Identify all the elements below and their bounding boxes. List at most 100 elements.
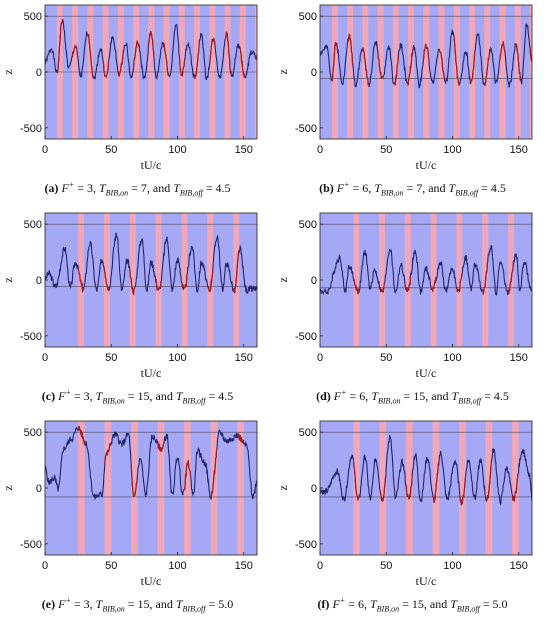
x-axis-label: tU/c <box>416 366 437 380</box>
caption-toff-value: = 4.5 <box>202 181 231 195</box>
actuation-segment <box>404 276 411 293</box>
y-tick-label: 500 <box>299 427 317 439</box>
actuation-segment <box>232 250 240 294</box>
x-tick-label: 150 <box>510 352 528 364</box>
bib-band <box>78 421 85 555</box>
caption-fplus-value: = 3, <box>70 389 96 403</box>
x-tick-label: 50 <box>105 560 117 572</box>
bib-band <box>353 213 360 347</box>
caption-ton-sub: BIB,on <box>102 604 125 614</box>
bib-band <box>392 5 399 139</box>
actuation-segment <box>362 47 369 86</box>
bib-band <box>430 213 437 347</box>
bib-band <box>131 421 138 555</box>
x-tick-label: 0 <box>42 352 48 364</box>
x-tick-label: 100 <box>168 560 186 572</box>
bib-band <box>499 5 506 139</box>
caption-ton-symbol: TBIB,on <box>95 389 125 406</box>
plot-background <box>320 421 532 555</box>
actuation-segment <box>178 54 186 78</box>
caption-toff-sub: BIB,off <box>456 604 480 614</box>
x-axis-label: tU/c <box>141 366 162 380</box>
bib-band <box>129 213 136 347</box>
caption-fplus-sup: + <box>65 388 71 397</box>
caption-fplus-sup: + <box>344 180 350 189</box>
caption-toff-sub: BIB,off <box>458 396 482 406</box>
caption-toff-symbol: TBIB,off <box>451 389 482 406</box>
actuation-segment <box>117 50 124 77</box>
y-tick-label: 0 <box>311 483 317 495</box>
panel-f: 0 50 100 150 -500 0 500 tU/c z (f) F+ = 6, TBIB,o… <box>275 416 550 624</box>
caption-ton-sub: BIB,on <box>376 604 400 614</box>
panel-b: 0 50 100 150 -500 0 500 tU/c z (b) F+ = 6, TBIB,o… <box>275 0 550 208</box>
actuation-segment <box>77 269 85 294</box>
actuation-segment <box>331 41 339 81</box>
y-tick-label: -500 <box>20 539 42 551</box>
actuation-segment <box>482 259 489 296</box>
x-axis-label: tU/c <box>141 158 162 172</box>
actuation-segment <box>129 270 136 296</box>
y-tick-label: 0 <box>311 67 317 79</box>
caption-ton-value: = 15, and <box>124 389 176 403</box>
panel-e: 0 50 100 150 -500 0 500 tU/c z (e) F+ = 3, TBIB,o… <box>0 416 275 624</box>
actuation-segment <box>453 36 461 86</box>
bib-band <box>406 421 413 555</box>
x-tick-label: 100 <box>443 560 461 572</box>
bib-band <box>512 421 519 555</box>
y-axis-label: z <box>276 485 290 490</box>
x-tick-label: 150 <box>510 144 528 156</box>
panel-caption: (c) F+ = 3, TBIB,on = 15, and TBIB,off =… <box>0 388 275 405</box>
caption-label: (b) <box>319 181 334 195</box>
caption-toff-value: = 4.5 <box>478 181 506 195</box>
bib-band <box>459 421 466 555</box>
x-axis-label: tU/c <box>416 574 437 588</box>
caption-toff-value: = 4.5 <box>481 389 509 403</box>
caption-fplus-sup: + <box>68 180 75 189</box>
caption-toff-sub: BIB,off <box>182 604 206 614</box>
actuation-segment <box>352 278 360 295</box>
bib-band <box>423 5 430 139</box>
caption-toff-sub: BIB,off <box>455 188 479 198</box>
actuation-segment <box>346 33 354 67</box>
bib-band <box>456 213 463 347</box>
x-tick-label: 100 <box>168 352 186 364</box>
actuation-segment <box>87 34 94 79</box>
caption-toff-symbol: TBIB,off <box>450 597 480 614</box>
caption-fplus-symbol: F+ <box>336 180 350 195</box>
caption-toff-sub: BIB,off <box>179 188 203 198</box>
actuation-segment <box>132 39 140 72</box>
actuation-segment <box>459 475 467 506</box>
actuation-segment <box>77 425 85 445</box>
actuation-segment <box>392 55 399 86</box>
y-tick-label: 0 <box>36 275 42 287</box>
bib-band <box>469 5 476 139</box>
bib-band <box>157 421 165 555</box>
y-tick-label: 0 <box>311 275 317 287</box>
actuation-segment <box>485 458 493 502</box>
bib-band <box>404 213 411 347</box>
actuation-segment <box>184 460 192 490</box>
caption-ton-value: = 15, and <box>400 389 452 403</box>
actuation-segment <box>499 41 507 60</box>
actuation-segment <box>468 51 476 85</box>
panel-d: 0 50 100 150 -500 0 500 tU/c z (d) F+ = 6, TBIB,o… <box>275 208 550 416</box>
actuation-segment <box>239 48 246 78</box>
caption-fplus-symbol: F+ <box>58 596 71 611</box>
caption-fplus-value: = 6, <box>345 597 370 611</box>
actuation-segment <box>163 43 170 77</box>
y-tick-label: 500 <box>299 219 317 231</box>
y-tick-label: -500 <box>20 331 42 343</box>
actuation-segment <box>157 440 165 453</box>
actuation-segment <box>130 465 138 498</box>
x-axis-label: tU/c <box>416 158 437 172</box>
x-tick-label: 50 <box>380 352 392 364</box>
actuation-segment <box>209 37 216 64</box>
caption-toff-symbol: TBIB,off <box>448 181 479 198</box>
caption-fplus-value: = 6, <box>346 389 372 403</box>
actuation-segment <box>507 260 515 295</box>
